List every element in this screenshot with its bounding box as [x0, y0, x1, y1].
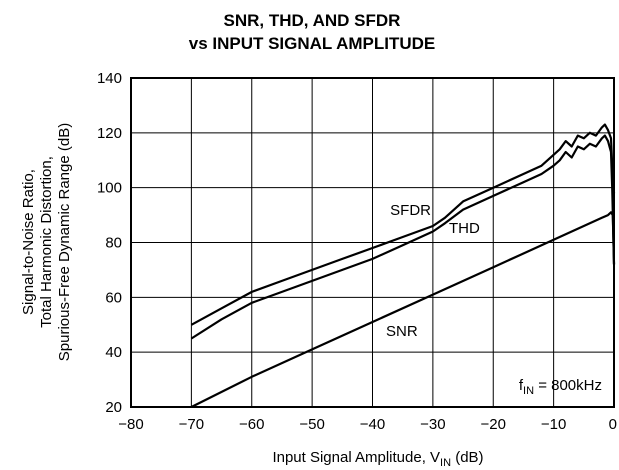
y-tick-label: 100: [97, 180, 122, 197]
frequency-annotation: fIN = 800kHz: [519, 377, 602, 397]
series-label-snr: SNR: [386, 323, 418, 340]
series-label-sfdr: SFDR: [390, 202, 431, 219]
y-tick-label: 80: [105, 235, 122, 252]
x-tick-label: −30: [420, 416, 445, 433]
y-axis-label: Signal-to-Noise Ratio, Total Harmonic Di…: [20, 123, 73, 361]
y-tick-label: 40: [105, 344, 122, 361]
y-tick-label: 140: [97, 70, 122, 87]
x-tick-label: −20: [481, 416, 506, 433]
x-tick-label: −50: [299, 416, 324, 433]
series-label-thd: THD: [449, 220, 480, 237]
x-axis-label: Input Signal Amplitude, VIN (dB): [272, 449, 483, 469]
grid-lines: [131, 78, 614, 407]
y-axis-label-line-2: Total Harmonic Distortion,: [38, 156, 55, 328]
y-tick-label: 60: [105, 289, 122, 306]
y-tick-label: 20: [105, 399, 122, 416]
x-tick-label: −70: [179, 416, 204, 433]
x-tick-label: 0: [609, 416, 617, 433]
x-tick-label: −40: [360, 416, 385, 433]
y-tick-label: 120: [97, 125, 122, 142]
x-tick-label: −60: [239, 416, 264, 433]
x-axis-ticks: −80 −70 −60 −50 −40 −30 −20 −10 0: [118, 416, 617, 433]
y-axis-label-line-3: Spurious-Free Dynamic Range (dB): [56, 123, 73, 361]
series-line-sfdr: [191, 125, 614, 325]
x-tick-label: −80: [118, 416, 143, 433]
x-tick-label: −10: [541, 416, 566, 433]
series-lines: [191, 125, 614, 407]
y-axis-label-line-1: Signal-to-Noise Ratio,: [20, 169, 37, 315]
y-axis-ticks: 20 40 60 80 100 120 140: [97, 70, 122, 416]
